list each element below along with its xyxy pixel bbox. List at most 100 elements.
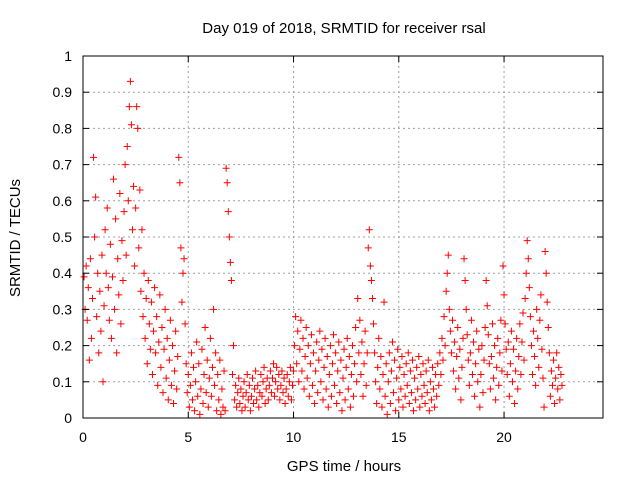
data-point: [504, 338, 512, 346]
data-point: [515, 352, 523, 360]
data-point: [271, 392, 279, 400]
data-point: [259, 378, 267, 386]
data-point: [334, 367, 342, 375]
data-point: [272, 378, 280, 386]
data-point: [266, 367, 274, 375]
data-point: [126, 77, 134, 85]
data-point: [273, 363, 281, 371]
data-point: [347, 371, 355, 379]
data-point: [396, 363, 404, 371]
y-tick-label: 0.6: [53, 193, 73, 209]
data-point: [481, 324, 489, 331]
data-point: [440, 313, 448, 321]
data-point: [350, 392, 358, 400]
data-point: [293, 360, 301, 368]
data-point: [421, 400, 429, 408]
data-point: [507, 327, 515, 335]
data-point: [437, 371, 445, 379]
data-point: [135, 244, 143, 252]
data-point: [430, 385, 438, 393]
data-point: [336, 389, 344, 397]
data-point: [486, 385, 494, 393]
data-point: [122, 251, 130, 259]
data-point: [142, 295, 150, 303]
data-point: [477, 371, 485, 379]
data-point: [487, 352, 495, 360]
data-point: [320, 363, 328, 371]
data-point: [102, 269, 110, 277]
data-point: [286, 363, 294, 371]
data-point: [125, 103, 133, 111]
data-point: [548, 381, 556, 389]
data-point: [465, 381, 473, 389]
data-point: [315, 356, 323, 364]
data-point: [200, 371, 208, 379]
data-point: [240, 378, 248, 386]
data-point: [408, 356, 416, 364]
data-point: [491, 342, 499, 350]
data-point: [82, 262, 90, 270]
data-point: [139, 313, 147, 321]
data-point: [173, 385, 181, 393]
data-point: [414, 385, 422, 393]
data-point: [410, 407, 418, 415]
y-tick-label: 0.8: [53, 120, 73, 136]
data-point: [478, 342, 486, 350]
data-point: [235, 374, 243, 382]
data-point: [384, 378, 392, 386]
data-point: [295, 378, 303, 386]
data-point: [203, 356, 211, 364]
data-point: [95, 349, 103, 357]
data-point: [495, 381, 503, 389]
data-point: [141, 334, 149, 342]
data-point: [248, 374, 256, 382]
data-points: [80, 77, 566, 418]
data-point: [517, 371, 525, 379]
data-point: [280, 374, 288, 382]
data-point: [431, 403, 439, 411]
data-point: [107, 334, 115, 342]
data-point: [457, 396, 465, 404]
data-point: [192, 378, 200, 386]
data-point: [136, 186, 144, 194]
data-point: [340, 345, 348, 353]
data-point: [264, 396, 272, 404]
data-point: [403, 381, 411, 389]
data-point: [274, 385, 282, 393]
data-point: [222, 164, 230, 172]
data-point: [80, 273, 88, 281]
data-point: [505, 392, 513, 400]
data-point: [401, 392, 409, 400]
data-point: [299, 334, 307, 342]
data-point: [234, 389, 242, 397]
data-point: [155, 338, 163, 346]
data-point: [468, 371, 476, 379]
data-point: [525, 284, 533, 292]
data-point: [366, 262, 374, 270]
data-point: [528, 371, 536, 379]
data-point: [278, 367, 286, 375]
data-point: [163, 334, 171, 342]
data-point: [117, 320, 125, 328]
data-point: [267, 389, 275, 397]
data-point: [118, 237, 126, 245]
data-point: [268, 374, 276, 382]
data-point: [379, 371, 387, 379]
data-point: [196, 410, 204, 418]
data-point: [521, 295, 529, 303]
data-point: [110, 175, 118, 183]
data-point: [128, 226, 136, 234]
data-point: [483, 302, 491, 310]
data-point: [527, 342, 535, 350]
data-point: [93, 313, 101, 321]
data-point: [182, 360, 190, 368]
data-point: [85, 356, 93, 364]
data-point: [343, 334, 351, 342]
data-point: [312, 367, 320, 375]
data-point: [324, 403, 332, 411]
data-point: [508, 378, 516, 386]
data-point: [153, 313, 161, 321]
data-point: [427, 396, 435, 404]
data-point: [172, 327, 180, 335]
data-point: [442, 287, 450, 295]
